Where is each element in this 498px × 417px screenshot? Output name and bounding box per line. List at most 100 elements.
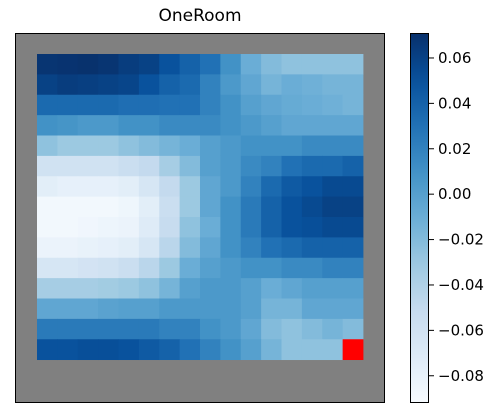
heatmap-cell	[322, 278, 344, 299]
heatmap-cell	[220, 318, 242, 340]
heatmap-cell	[179, 278, 201, 299]
heatmap-cell	[322, 115, 344, 136]
heatmap-cell	[138, 339, 160, 361]
heatmap-cell	[37, 176, 58, 198]
heatmap-cell	[159, 176, 181, 198]
heatmap-cell	[159, 237, 181, 259]
plot-area	[15, 33, 385, 403]
colorbar-tick-label: 0.02	[438, 140, 471, 158]
heatmap-cell	[57, 257, 79, 279]
heatmap-cell	[261, 257, 282, 279]
heatmap-cell	[98, 176, 119, 198]
heatmap-cell	[220, 176, 242, 198]
heatmap-cell	[57, 135, 79, 157]
heatmap-cell	[220, 298, 242, 320]
heatmap-cell	[57, 94, 79, 116]
heatmap-cell	[200, 237, 221, 259]
heatmap-cell	[261, 54, 282, 75]
heatmap-cell	[220, 54, 242, 75]
heatmap-cell	[342, 74, 364, 96]
colorbar-tick-label: −0.02	[438, 231, 484, 249]
heatmap-cell	[342, 257, 364, 279]
heatmap-cell	[322, 257, 344, 279]
heatmap-cell	[281, 196, 303, 218]
heatmap-cell	[179, 257, 201, 279]
heatmap-cell	[200, 217, 221, 238]
heatmap-cell	[77, 74, 99, 96]
heatmap-cell	[159, 339, 181, 361]
heatmap-cell	[261, 318, 282, 340]
heatmap-cell	[281, 135, 303, 157]
heatmap-cell	[281, 94, 303, 116]
heatmap-cell	[138, 135, 160, 157]
heatmap-cell	[301, 155, 323, 177]
heatmap-cell	[179, 135, 201, 157]
heatmap-cell	[77, 196, 99, 218]
heatmap-cell	[220, 196, 242, 218]
heatmap-cell	[179, 318, 201, 340]
heatmap-cell	[98, 278, 119, 299]
heatmap-cell	[301, 176, 323, 198]
heatmap-cell	[179, 115, 201, 136]
heatmap-cell	[37, 54, 58, 75]
heatmap-cell	[322, 196, 344, 218]
heatmap-cell	[37, 135, 58, 157]
chart-title: OneRoom	[158, 6, 242, 26]
heatmap-cell	[118, 339, 140, 361]
heatmap-cell	[138, 257, 160, 279]
heatmap-cell	[37, 318, 58, 340]
heatmap-cell	[118, 278, 140, 299]
heatmap-cell	[342, 176, 364, 198]
heatmap-cell	[37, 339, 58, 361]
heatmap-cell	[240, 115, 262, 136]
heatmap-cell	[159, 54, 181, 75]
heatmap-cell	[240, 155, 262, 177]
heatmap-cell	[261, 339, 282, 361]
heatmap-cell	[98, 217, 119, 238]
heatmap-cell	[240, 257, 262, 279]
heatmap-cell	[98, 155, 119, 177]
heatmap-cell	[179, 298, 201, 320]
heatmap-cell	[220, 217, 242, 238]
heatmap-cell	[77, 54, 99, 75]
heatmap-cell	[220, 115, 242, 136]
heatmap-cell	[200, 155, 221, 177]
heatmap-cell	[240, 54, 262, 75]
heatmap-cell	[261, 135, 282, 157]
heatmap-cell	[240, 278, 262, 299]
heatmap-cell	[77, 298, 99, 320]
heatmap-cell	[57, 217, 79, 238]
heatmap-cell	[138, 176, 160, 198]
highlight-cell	[342, 339, 364, 361]
heatmap-cell	[220, 94, 242, 116]
heatmap-cell	[301, 135, 323, 157]
heatmap-cell	[179, 196, 201, 218]
heatmap-cell	[98, 257, 119, 279]
heatmap-cell	[342, 237, 364, 259]
colorbar-tick-label: −0.08	[438, 367, 484, 385]
heatmap-cell	[77, 318, 99, 340]
heatmap-cell	[322, 217, 344, 238]
heatmap-cell	[301, 54, 323, 75]
heatmap-cell	[301, 257, 323, 279]
heatmap-cell	[138, 217, 160, 238]
heatmap-cell	[200, 196, 221, 218]
heatmap-cell	[159, 278, 181, 299]
heatmap-cell	[281, 54, 303, 75]
heatmap-cell	[77, 278, 99, 299]
heatmap-cell	[200, 278, 221, 299]
heatmap-cell	[118, 135, 140, 157]
heatmap-cell	[301, 318, 323, 340]
heatmap-cell	[77, 217, 99, 238]
heatmap-cell	[159, 74, 181, 96]
heatmap-cell	[342, 278, 364, 299]
heatmap-cell	[220, 278, 242, 299]
heatmap-cell	[220, 135, 242, 157]
heatmap-cell	[200, 74, 221, 96]
heatmap-cell	[138, 94, 160, 116]
heatmap-cell	[281, 217, 303, 238]
heatmap-cell	[240, 298, 262, 320]
heatmap-cell	[342, 298, 364, 320]
heatmap-cell	[220, 237, 242, 259]
heatmap-cell	[200, 318, 221, 340]
